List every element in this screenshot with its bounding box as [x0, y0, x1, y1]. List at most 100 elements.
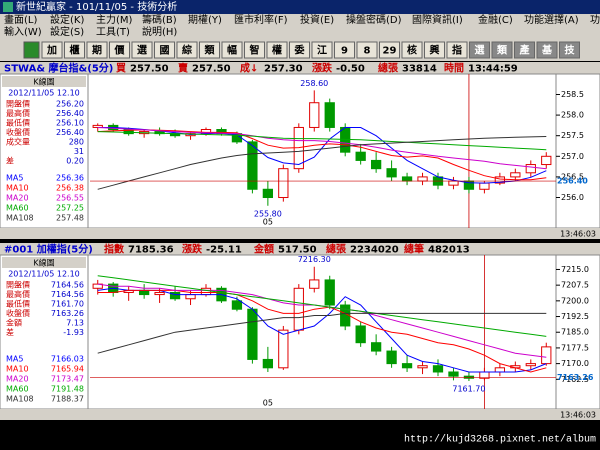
menu-item[interactable]: 國際資訊(I)	[412, 13, 463, 26]
toolbar-button[interactable]	[289, 41, 310, 59]
menu-item[interactable]: 設定(S)	[50, 25, 84, 38]
info-label: 最高價	[6, 108, 30, 118]
toolbar-button[interactable]	[199, 41, 220, 59]
info-value: 7164.56	[51, 281, 84, 290]
menu-item[interactable]: 功能操作(Z)	[590, 13, 600, 26]
menu-item[interactable]: 輸入(W)	[4, 25, 42, 38]
toolbar-label[interactable]: 興	[430, 44, 440, 57]
toolbar-button[interactable]	[424, 41, 445, 59]
toolbar-label[interactable]: 29	[383, 46, 397, 57]
toolbar-label[interactable]: 委	[294, 44, 306, 57]
menu-item[interactable]: 主力(M)	[96, 13, 133, 26]
toolbar-button[interactable]	[244, 41, 265, 59]
candle-body	[417, 176, 428, 182]
menu-item[interactable]: 匯市利率(F)	[234, 13, 288, 26]
menu-item[interactable]: 期權(Y)	[188, 13, 222, 26]
info-label: 最低價	[6, 118, 30, 128]
toolbar-button[interactable]	[379, 41, 400, 59]
toolbar-label[interactable]: 幅	[227, 44, 237, 57]
ma-value: 7188.37	[51, 395, 84, 404]
toolbar-button[interactable]	[266, 41, 288, 59]
toolbar-button[interactable]	[176, 41, 198, 59]
ma-name: MA20	[6, 375, 29, 384]
toolbar-button[interactable]	[559, 41, 580, 59]
toolbar-label[interactable]: 價	[114, 44, 126, 57]
ma-name: MA108	[6, 395, 34, 404]
toolbar-label[interactable]: 綜	[182, 44, 192, 57]
toolbar-label[interactable]: 技	[565, 44, 576, 57]
ma-name: MA60	[6, 385, 29, 394]
toolbar-button[interactable]	[154, 41, 175, 59]
toolbar-button[interactable]	[446, 41, 468, 59]
app-icon	[3, 2, 13, 12]
toolbar-label[interactable]: 基	[541, 44, 553, 57]
toolbar-button[interactable]	[469, 41, 490, 59]
toolbar-button[interactable]	[401, 41, 423, 59]
toolbar-label[interactable]: 權	[272, 44, 282, 57]
menu-item[interactable]: 籌碼(B)	[142, 13, 177, 26]
toolbar-label[interactable]: 江	[317, 44, 327, 57]
menu-item[interactable]: 說明(H)	[142, 25, 177, 38]
menu-item[interactable]: 工具(T)	[96, 26, 130, 38]
toolbar-label[interactable]: 選	[475, 44, 485, 57]
y-tick-label: 256.0	[561, 193, 584, 202]
candle-body	[247, 141, 258, 190]
candle-body	[355, 325, 366, 344]
candle-body	[401, 363, 413, 369]
toolbar-label[interactable]: 核	[407, 44, 417, 57]
toolbar-button[interactable]	[356, 41, 378, 59]
ma-line	[97, 127, 547, 184]
header-field: 517.50	[278, 245, 317, 256]
toolbar-label[interactable]: 選	[137, 44, 147, 57]
info-value: 7164.56	[51, 290, 84, 299]
home-button	[23, 41, 40, 59]
header-field: 257.50	[192, 64, 231, 75]
toolbar-button[interactable]	[514, 41, 535, 59]
header-field: 257.50	[130, 64, 169, 75]
candle-body	[386, 168, 397, 178]
toolbar-label[interactable]: 產	[519, 44, 530, 57]
toolbar-label[interactable]: 8	[364, 46, 371, 57]
ma-line	[97, 275, 547, 337]
menu-item[interactable]: 設定(K)	[50, 13, 84, 26]
toolbar-button[interactable]	[536, 41, 558, 59]
toolbar-label[interactable]: 國	[160, 45, 170, 57]
toolbar-button[interactable]	[109, 41, 130, 59]
info-label: 差	[6, 156, 14, 166]
info-title-bg	[2, 257, 86, 268]
toolbar-button[interactable]	[131, 41, 153, 59]
toolbar-button[interactable]	[491, 41, 513, 59]
toolbar-label[interactable]: 指	[452, 44, 462, 57]
high-label: 7216.30	[298, 255, 331, 264]
footer-time: 13:46:03	[560, 411, 596, 420]
toolbar-label[interactable]: 智	[250, 44, 260, 57]
toolbar-label[interactable]: 櫃	[70, 44, 80, 57]
menu-item[interactable]: 功能選擇(A)	[524, 13, 579, 26]
toolbar-button[interactable]	[221, 41, 243, 59]
toolbar-button[interactable]	[64, 41, 85, 59]
menu-item[interactable]: 金融(C)	[478, 13, 513, 26]
ma-value: 256.38	[56, 184, 84, 193]
toolbar-label[interactable]: 加	[46, 44, 57, 57]
toolbar-label[interactable]: 9	[341, 46, 348, 57]
header-field: 漲跌	[312, 62, 333, 75]
candle-body	[401, 176, 413, 182]
toolbar-label[interactable]: 類	[204, 44, 216, 57]
toolbar-button[interactable]	[86, 41, 108, 59]
y-tick-label: 257.0	[561, 152, 584, 161]
toolbar-label[interactable]: 期	[92, 44, 102, 57]
low-label: 255.80	[254, 209, 282, 218]
toolbar-button[interactable]	[334, 41, 355, 59]
menu-item[interactable]: 投資(E)	[300, 13, 334, 26]
candle-body	[448, 180, 459, 186]
y-tick-label: 7215.0	[561, 265, 589, 274]
toolbar-label[interactable]: 類	[496, 44, 508, 57]
ma-name: MA5	[6, 174, 23, 183]
header-field: #001 加權指(5分)	[4, 243, 93, 256]
y-tick-label: 7177.5	[561, 343, 589, 352]
menu-item[interactable]: 操盤密碼(D)	[346, 13, 402, 26]
menu-item[interactable]: 畫面(L)	[4, 13, 37, 26]
toolbar-button[interactable]	[311, 41, 333, 59]
info-value: -1.93	[63, 328, 84, 337]
toolbar-button[interactable]	[41, 41, 63, 59]
